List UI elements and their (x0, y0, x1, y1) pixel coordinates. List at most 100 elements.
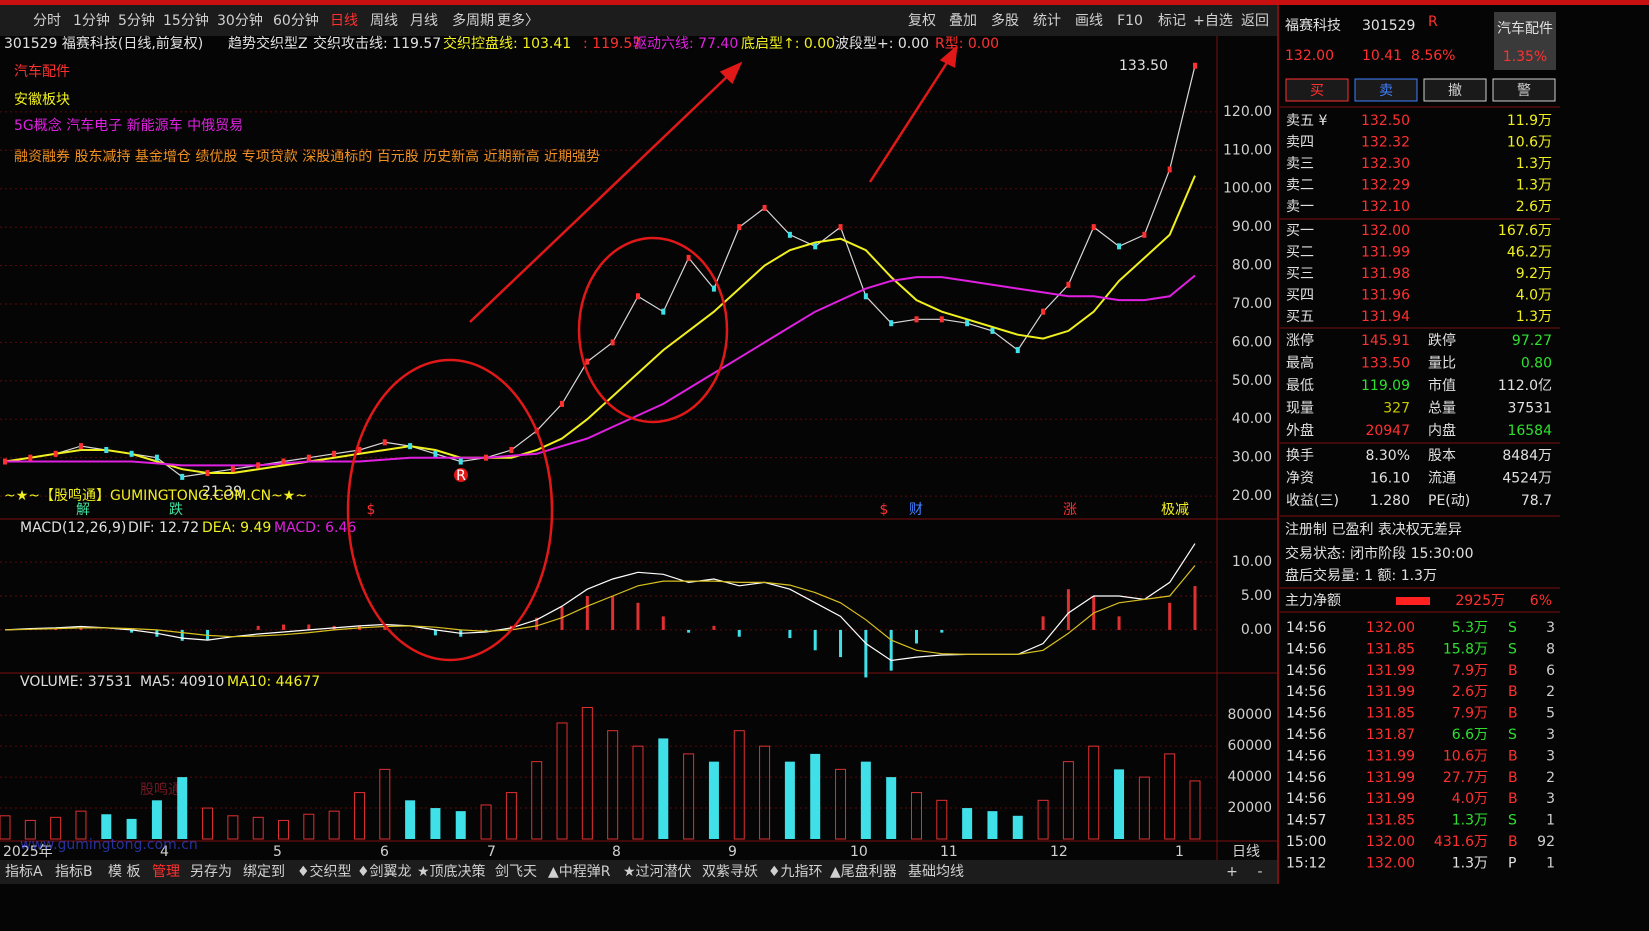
book-price: 131.99 (1361, 245, 1410, 261)
tool-button[interactable]: 复权 (908, 12, 936, 29)
volume-bar (75, 810, 87, 840)
tool-button[interactable]: 返回 (1241, 13, 1269, 29)
concept-tag: 安徽板块 (14, 92, 70, 108)
period-tab[interactable]: 分时 (33, 13, 61, 29)
tool-button[interactable]: 标记 (1158, 13, 1186, 29)
tick-time: 14:56 (1286, 620, 1326, 636)
tick-amount: 2.6万 (1452, 684, 1488, 700)
period-tab[interactable]: 多周期 (452, 12, 494, 29)
stat-value: 4524万 (1502, 471, 1552, 487)
macd-label: MACD(12,26,9) (20, 520, 126, 536)
book-level: 卖五 ¥ (1286, 113, 1327, 129)
period-tab[interactable]: 周线 (370, 13, 398, 29)
volume-bar (505, 792, 517, 840)
book-volume: 46.2万 (1507, 245, 1552, 261)
indicator-tab[interactable]: ♦交织型 (297, 863, 352, 880)
y-tick-label: 20.00 (1232, 488, 1272, 504)
tick-side: B (1508, 791, 1518, 807)
volume-bar (303, 813, 315, 840)
indicator-value: 底启型↑: 0.00 (741, 36, 835, 52)
tick-amount: 5.3万 (1452, 620, 1488, 636)
price-point (914, 316, 919, 323)
indicator-tab[interactable]: 绑定到 (243, 864, 285, 880)
indicator-tab[interactable]: 剑飞天 (495, 864, 537, 880)
book-level: 卖一 (1286, 199, 1314, 215)
sector-name: 汽车配件 (1497, 20, 1553, 37)
tick-side: B (1508, 834, 1518, 850)
indicator-tab[interactable]: ★顶底决策 (417, 863, 486, 880)
tool-button[interactable]: 画线 (1075, 13, 1103, 29)
book-level: 买一 (1286, 223, 1314, 239)
indicator-tab[interactable]: 双紫寻妖 (702, 864, 758, 880)
indicator-tab[interactable]: 模 板 (108, 864, 140, 880)
price-point (332, 450, 337, 457)
period-tab[interactable]: 月线 (410, 13, 438, 29)
period-tab[interactable]: 1分钟 (73, 12, 110, 29)
tick-price: 132.00 (1366, 620, 1415, 636)
book-volume: 4.0万 (1516, 288, 1552, 304)
indicator-tab[interactable]: ▲尾盘利器 (830, 863, 897, 880)
tick-price: 131.87 (1366, 727, 1415, 743)
y-tick-label: 0.00 (1241, 622, 1272, 638)
volume-bar (353, 792, 365, 840)
indicator-tab[interactable]: ★过河潜伏 (623, 864, 692, 880)
tick-side: B (1508, 706, 1518, 722)
stat-label: 市值 (1428, 377, 1456, 394)
price-point (1167, 166, 1172, 173)
trade-button-label[interactable]: 买 (1310, 83, 1324, 99)
period-tab[interactable]: 15分钟 (163, 12, 209, 29)
zoom-button[interactable]: + (1226, 864, 1238, 880)
trade-button-label[interactable]: 卖 (1379, 83, 1393, 99)
trade-button-label[interactable]: 撤 (1448, 83, 1462, 99)
tick-time: 14:56 (1286, 706, 1326, 722)
stat-value: 0.80 (1521, 356, 1552, 372)
tick-price: 132.00 (1366, 855, 1415, 871)
period-tab[interactable]: 30分钟 (217, 12, 263, 29)
volume-bar (379, 768, 391, 840)
stock-code: 301529 (1362, 18, 1415, 34)
price-point (357, 446, 362, 453)
stat-label: 跌停 (1428, 332, 1456, 349)
y-tick-label: 60000 (1227, 738, 1272, 754)
volume-bar (1138, 776, 1150, 840)
zoom-button[interactable]: - (1257, 864, 1262, 880)
stat-value: 145.91 (1361, 333, 1410, 349)
indicator-tab[interactable]: ♦剑翼龙 (357, 864, 412, 880)
x-tick-label: 2025年 (3, 844, 53, 860)
tick-price: 131.99 (1366, 663, 1415, 679)
indicator-tab[interactable]: 另存为 (190, 864, 232, 880)
indicator-tab[interactable]: 管理 (152, 864, 180, 880)
indicator-tab[interactable]: 指标A (5, 864, 43, 880)
tool-button[interactable]: 多股 (991, 12, 1019, 29)
tool-button[interactable]: F10 (1117, 13, 1143, 29)
book-level: 买四 (1286, 288, 1314, 304)
tool-button[interactable]: 统计 (1033, 13, 1061, 29)
tool-button[interactable]: +自选 (1193, 13, 1233, 29)
tick-count: 2 (1546, 770, 1555, 786)
price-point (1091, 224, 1096, 231)
tick-count: 1 (1546, 855, 1555, 871)
tool-button[interactable]: 叠加 (949, 13, 977, 29)
book-volume: 10.6万 (1507, 135, 1552, 151)
tick-side: B (1508, 663, 1518, 679)
x-tick-label: 9 (728, 844, 737, 860)
price-point (306, 454, 311, 461)
indicator-tab[interactable]: ♦九指环 (768, 864, 823, 880)
macd-bar (1168, 602, 1172, 630)
macd-bar (79, 627, 83, 630)
period-tab[interactable]: 60分钟 (273, 12, 319, 29)
indicator-tab[interactable]: ▲中程弹R (548, 864, 611, 880)
period-tab[interactable]: 更多〉 (497, 12, 539, 29)
period-tab[interactable]: 日线 (330, 13, 358, 29)
volume-bar (1062, 761, 1074, 840)
trade-button-label[interactable]: 警 (1517, 83, 1531, 99)
stat-label: PE(动) (1428, 493, 1470, 509)
indicator-tab[interactable]: 基础均线 (908, 863, 964, 880)
volume-bar (733, 730, 745, 840)
period-tab[interactable]: 5分钟 (118, 12, 155, 29)
series-line (4, 65, 1196, 478)
book-price: 131.96 (1361, 288, 1410, 304)
book-volume: 1.3万 (1516, 309, 1552, 325)
indicator-tab[interactable]: 指标B (55, 864, 93, 880)
